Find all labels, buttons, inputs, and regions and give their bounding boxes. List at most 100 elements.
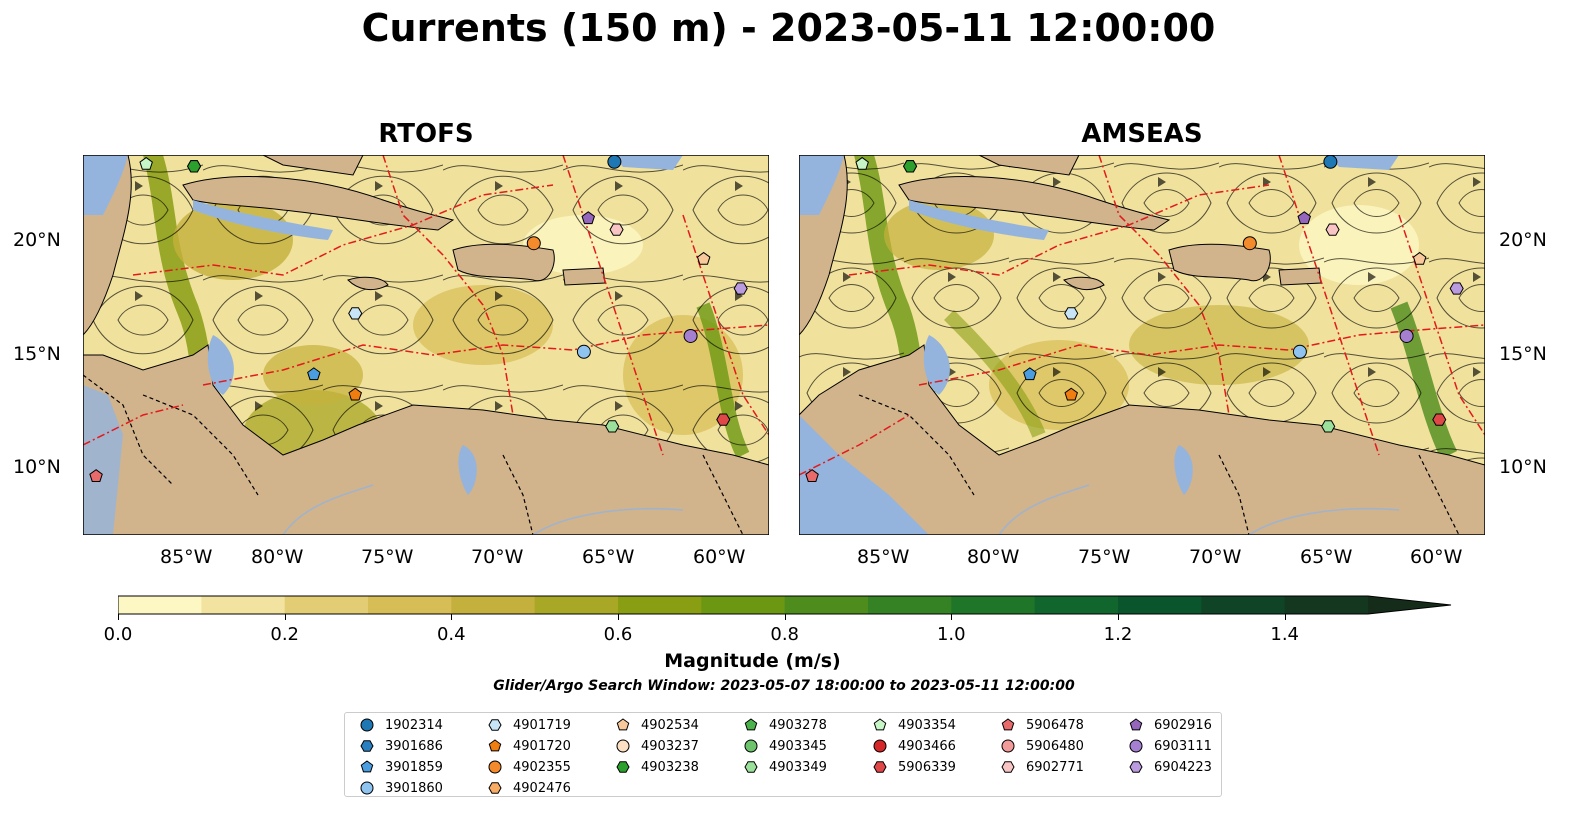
legend-item: 5906478: [1000, 717, 1084, 733]
legend-label: 4902534: [641, 717, 699, 733]
hexagon-marker-icon: [1001, 761, 1015, 773]
legend-label: 4902476: [513, 780, 571, 796]
legend-label: 5906478: [1026, 717, 1084, 733]
legend-label: 5906339: [898, 759, 956, 775]
lon-label: 75°W: [361, 546, 414, 568]
colorbar-segment: [368, 596, 452, 614]
legend-item: 4902355: [487, 759, 571, 775]
colorbar-tick-label: 0.4: [436, 624, 466, 645]
float-marker-6902771: [609, 223, 624, 236]
lon-label: 65°W: [1300, 546, 1353, 568]
lat-label-left: 20°N: [13, 229, 61, 251]
float-marker-4903238: [186, 160, 202, 173]
legend-item: 5906480: [1000, 738, 1084, 754]
circle-marker-icon: [360, 718, 374, 732]
legend-marker: [488, 782, 502, 794]
colorbar-tick-mark: [618, 614, 619, 620]
lon-label: 70°W: [471, 546, 524, 568]
float-marker-3901860: [576, 344, 591, 359]
float-marker-3901860: [1292, 344, 1307, 359]
legend-marker: [360, 781, 374, 795]
colorbar-tick-label: 0.8: [770, 624, 800, 645]
float-marker-4903354: [139, 156, 153, 170]
figure-title: Currents (150 m) - 2023-05-11 12:00:00: [361, 6, 1216, 50]
legend-marker: [744, 739, 758, 753]
legend-marker: [488, 760, 502, 774]
legend-label: 6902916: [1154, 717, 1212, 733]
float-marker-3901859: [307, 367, 321, 381]
colorbar-tick-mark: [784, 614, 786, 620]
colorbar-segment: [201, 596, 286, 614]
legend-item: 4902476: [487, 780, 571, 796]
legend-marker: [616, 739, 630, 753]
colorbar-tick-label: 1.2: [1103, 624, 1133, 645]
rtofs-map: [83, 155, 769, 535]
colorbar-segment: [1034, 596, 1119, 614]
colorbar-segment: [118, 596, 202, 614]
legend-item: 6902771: [1000, 759, 1084, 775]
lon-label: 70°W: [1189, 546, 1242, 568]
legend-marker: [1001, 761, 1015, 773]
legend-item: 4901720: [487, 738, 571, 754]
legend-marker: [744, 718, 758, 731]
float-marker-5906339: [716, 413, 731, 426]
legend-marker: [873, 718, 887, 731]
colorbar-tick-mark: [951, 614, 953, 620]
pentagon-marker-icon: [1129, 718, 1143, 731]
pentagon-marker-icon: [873, 718, 887, 731]
legend-marker: [360, 718, 374, 732]
circle-marker-icon: [616, 739, 630, 753]
circle-marker-icon: [873, 739, 887, 753]
lat-label-left: 10°N: [13, 456, 61, 478]
lon-label: 60°W: [693, 546, 746, 568]
legend-item: 4903238: [615, 759, 699, 775]
legend-label: 4903345: [769, 738, 827, 754]
pentagon-marker-icon: [616, 718, 630, 731]
search-window-text: Glider/Argo Search Window: 2023-05-07 18…: [493, 678, 1075, 694]
lon-label: 60°W: [1410, 546, 1463, 568]
float-marker-4902534: [1412, 251, 1427, 265]
lon-label: 75°W: [1078, 546, 1131, 568]
colorbar-tick-label: 1.4: [1270, 624, 1300, 645]
hexagon-marker-icon: [488, 719, 502, 731]
legend-item: 4903237: [615, 738, 699, 754]
rivers: [282, 484, 684, 535]
hexagon-marker-icon: [873, 761, 887, 773]
legend-item: 4901719: [487, 717, 571, 733]
float-marker-4903354: [855, 156, 869, 170]
legend-marker: [744, 761, 758, 773]
float-marker-1902314: [607, 155, 622, 169]
float-markers: [805, 155, 1464, 482]
pentagon-marker-icon: [360, 760, 374, 773]
legend-marker: [360, 740, 374, 752]
colorbar-tick-mark: [1118, 614, 1119, 620]
eez-boundaries: [83, 155, 769, 456]
legend-item: 3901860: [359, 780, 443, 796]
colorbar-tick-label: 0.6: [603, 624, 633, 645]
legend-marker: [1001, 718, 1015, 731]
float-marker-1902314: [1323, 155, 1338, 169]
float-marker-5906339: [1432, 413, 1447, 426]
colorbar-segment: [868, 596, 952, 614]
colorbar-segment: [1118, 596, 1202, 614]
circle-marker-icon: [488, 760, 502, 774]
legend-label: 4902355: [513, 759, 571, 775]
colorbar: [118, 595, 1452, 615]
float-marker-4903238: [902, 160, 918, 173]
legend-item: 4903466: [872, 738, 956, 754]
legend-label: 4901719: [513, 717, 571, 733]
legend-label: 4903466: [898, 738, 956, 754]
colorbar-tick-label: 0.0: [103, 624, 133, 645]
land-masses: [799, 155, 1485, 535]
float-marker-6904223: [1449, 282, 1464, 295]
float-marker-6902916: [581, 211, 596, 225]
legend-item: 4903354: [872, 717, 956, 733]
eez-boundaries: [799, 155, 1485, 476]
lon-label: 85°W: [160, 546, 213, 568]
float-marker-3901859: [1023, 367, 1037, 381]
legend-label: 4903238: [641, 759, 699, 775]
pentagon-marker-icon: [744, 718, 758, 731]
legend-item: 1902314: [359, 717, 443, 733]
float-marker-4901720: [348, 387, 362, 401]
legend-label: 5906480: [1026, 738, 1084, 754]
